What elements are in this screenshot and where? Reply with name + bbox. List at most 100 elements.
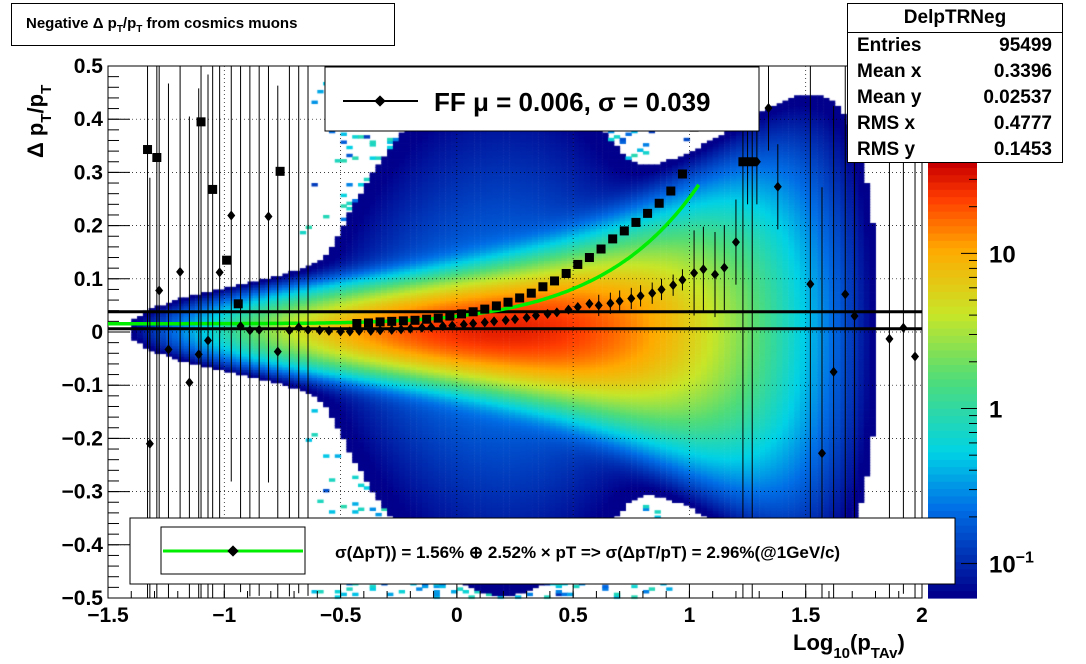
sigma-point xyxy=(468,307,478,317)
colorbar-segment xyxy=(928,181,977,190)
stats-value: 95499 xyxy=(999,35,1052,56)
colorbar-segment xyxy=(928,386,977,395)
x-ticks: −1.5 −1 −0.5 0 0.5 1 1.5 2 xyxy=(87,584,928,627)
colorbar-segment xyxy=(928,262,977,271)
colorbar-segment xyxy=(928,313,977,322)
colorbar-segment xyxy=(928,254,977,263)
mean-point xyxy=(185,377,194,388)
mean-point xyxy=(627,293,636,304)
sigma-point xyxy=(515,293,525,303)
colorbar-segment xyxy=(928,400,977,409)
mean-point xyxy=(817,448,826,459)
legend-bottom-label: σ(ΔpT)) = 1.56% ⊕ 2.52% × pT => σ(ΔpT/pT… xyxy=(335,543,840,562)
y-tick-label: 0.2 xyxy=(74,215,103,238)
colorbar-segment xyxy=(928,357,977,365)
mean-point xyxy=(355,325,364,336)
mean-point xyxy=(264,211,273,222)
colorbar-segment xyxy=(928,371,977,380)
mean-points xyxy=(145,66,920,598)
sigma-point xyxy=(152,153,162,163)
sigma-point xyxy=(608,234,618,244)
colorbar-label: 10 xyxy=(989,241,1016,268)
sigma-points xyxy=(143,66,757,598)
sigma-point xyxy=(208,184,218,194)
x-tick-label: 1.5 xyxy=(791,604,821,627)
colorbar-segment xyxy=(928,247,977,256)
colorbar-segment xyxy=(928,444,977,453)
mean-point xyxy=(720,262,729,273)
mean-point xyxy=(806,279,815,290)
y-ticks: −0.5 −0.4 −0.3 −0.2 −0.1 0 0.1 0.2 0.3 0.4 0.5 xyxy=(62,55,130,610)
y-tick-label: 0 xyxy=(91,321,103,344)
sigma-point xyxy=(643,208,653,218)
sigma-point xyxy=(433,313,443,323)
sigma-point xyxy=(561,268,571,278)
legend-bottom: σ(ΔpT)) = 1.56% ⊕ 2.52% × pT => σ(ΔpT/pT… xyxy=(129,517,956,585)
stats-row-rms-y: RMS y 0.1453 xyxy=(848,137,1062,163)
sigma-point xyxy=(233,299,243,309)
colorbar-segment xyxy=(928,203,977,212)
stats-name: DelpTRNeg xyxy=(848,4,1062,33)
colorbar-segment xyxy=(928,174,977,183)
mean-point xyxy=(657,284,666,295)
colorbar-segment xyxy=(928,379,977,387)
colorbar-segment xyxy=(928,437,977,446)
sigma-point xyxy=(596,244,606,254)
colorbar-segment xyxy=(928,306,977,314)
legend-top: FF μ = 0.006, σ = 0.039 xyxy=(324,66,760,132)
colorbar-segment xyxy=(928,430,977,438)
sigma-point xyxy=(143,145,153,155)
colorbar-segment xyxy=(928,240,977,249)
sigma-point xyxy=(387,316,397,326)
mean-point xyxy=(164,344,173,355)
mean-point xyxy=(911,351,920,362)
mean-point xyxy=(773,181,782,192)
x-tick-label: −0.5 xyxy=(320,604,362,627)
mean-point xyxy=(711,269,720,280)
sigma-point xyxy=(666,186,676,196)
sigma-point xyxy=(275,166,285,176)
mean-point xyxy=(294,322,303,333)
mean-point xyxy=(304,324,313,335)
mean-point xyxy=(501,315,510,326)
mean-point xyxy=(829,366,838,377)
sigma-point xyxy=(747,157,757,167)
x-tick-label: 1 xyxy=(684,604,696,627)
stats-row-rms-x: RMS x 0.4777 xyxy=(848,111,1062,137)
colorbar-segment xyxy=(928,415,977,424)
mean-point xyxy=(564,304,573,315)
colorbar-label: 10−1 xyxy=(989,550,1034,579)
stats-key: RMS x xyxy=(857,113,916,134)
colorbar-segment xyxy=(928,495,977,504)
mean-point xyxy=(397,324,406,335)
mean-point xyxy=(490,316,499,327)
mean-point xyxy=(615,296,624,307)
colorbar-segment xyxy=(928,481,977,490)
mean-point xyxy=(406,323,415,334)
mean-point xyxy=(690,267,699,278)
mean-point xyxy=(552,307,561,318)
mean-point xyxy=(885,333,894,344)
mean-point xyxy=(531,310,540,321)
x-tick-label: −1 xyxy=(212,604,236,627)
stats-value: 0.02537 xyxy=(983,87,1052,108)
x-tick-label: 0.5 xyxy=(559,604,589,627)
colorbar-segment xyxy=(928,298,977,307)
mean-point xyxy=(245,325,254,336)
mean-point xyxy=(606,298,615,309)
stats-key: Mean x xyxy=(857,61,922,82)
mean-point xyxy=(417,322,426,333)
mean-point xyxy=(438,321,447,332)
mean-point xyxy=(427,322,436,333)
mean-point xyxy=(752,156,761,167)
mean-point xyxy=(315,325,324,336)
mean-point xyxy=(648,288,657,299)
stats-box: DelpTRNeg Entries 95499 Mean x 0.3396 Mean… xyxy=(847,3,1063,163)
sigma-point xyxy=(480,304,490,314)
mean-point xyxy=(522,312,531,323)
colorbar-segment xyxy=(928,590,977,599)
colorbar-segment xyxy=(928,276,977,285)
colorbar: 10 1 10−1 xyxy=(928,160,1034,599)
colorbar-segment xyxy=(928,364,977,373)
